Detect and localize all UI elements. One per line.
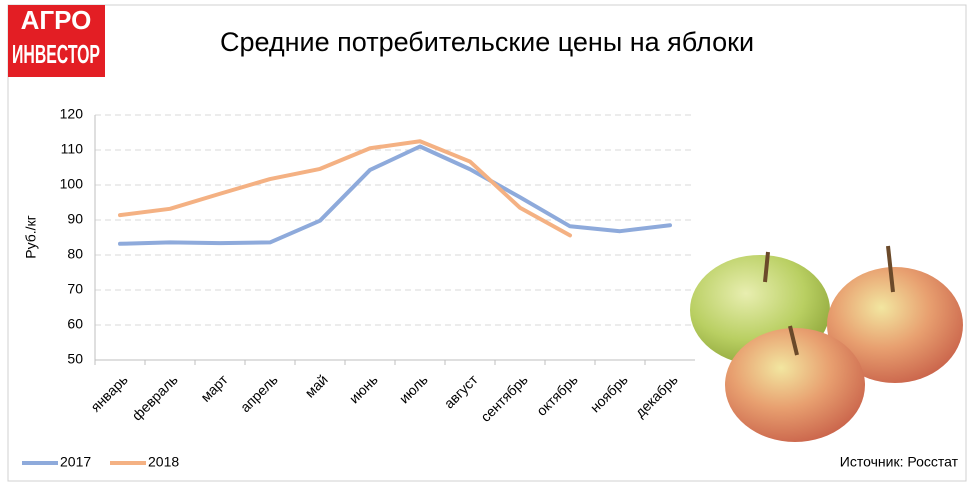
y-tick-label: 120 bbox=[60, 106, 84, 122]
x-tick-label: апрель bbox=[237, 371, 281, 415]
x-tick-label: июль bbox=[396, 371, 431, 406]
source: Источник: Росстат bbox=[840, 454, 959, 470]
legend-label: 2018 bbox=[148, 454, 179, 470]
frame bbox=[7, 4, 967, 482]
x-tick-label: август bbox=[441, 371, 481, 411]
legend-label: 2017 bbox=[60, 454, 91, 470]
y-tick-label: 90 bbox=[67, 211, 83, 227]
x-tick-label: май bbox=[302, 371, 331, 400]
x-tick-label: ноябрь bbox=[587, 371, 631, 415]
logo-box bbox=[8, 5, 105, 77]
x-tick-label: декабрь bbox=[632, 371, 681, 420]
logo-text: АГРО bbox=[21, 5, 92, 35]
chart-title: Средние потребительские цены на яблоки bbox=[220, 27, 754, 57]
x-tick-label: сентябрь bbox=[477, 371, 530, 424]
y-axis-label: Руб./кг bbox=[23, 215, 39, 259]
y-tick-label: 70 bbox=[67, 281, 83, 297]
y-tick-label: 50 bbox=[67, 351, 83, 367]
y-tick-label: 60 bbox=[67, 316, 83, 332]
x-tick-label: июнь bbox=[346, 371, 381, 406]
apples bbox=[690, 245, 963, 442]
y-tick-label: 80 bbox=[67, 246, 83, 262]
y-tick-label: 100 bbox=[60, 176, 84, 192]
x-tick-label: октябрь bbox=[533, 371, 580, 418]
x-tick-label: январь bbox=[87, 371, 130, 414]
series-line bbox=[118, 144, 672, 246]
series-line bbox=[118, 139, 572, 238]
x-tick-label: март bbox=[197, 371, 231, 405]
y-tick-label: 110 bbox=[61, 141, 84, 157]
logo-text: ИНВЕСТОР bbox=[12, 39, 100, 69]
x-tick-label: февраль bbox=[129, 371, 181, 423]
